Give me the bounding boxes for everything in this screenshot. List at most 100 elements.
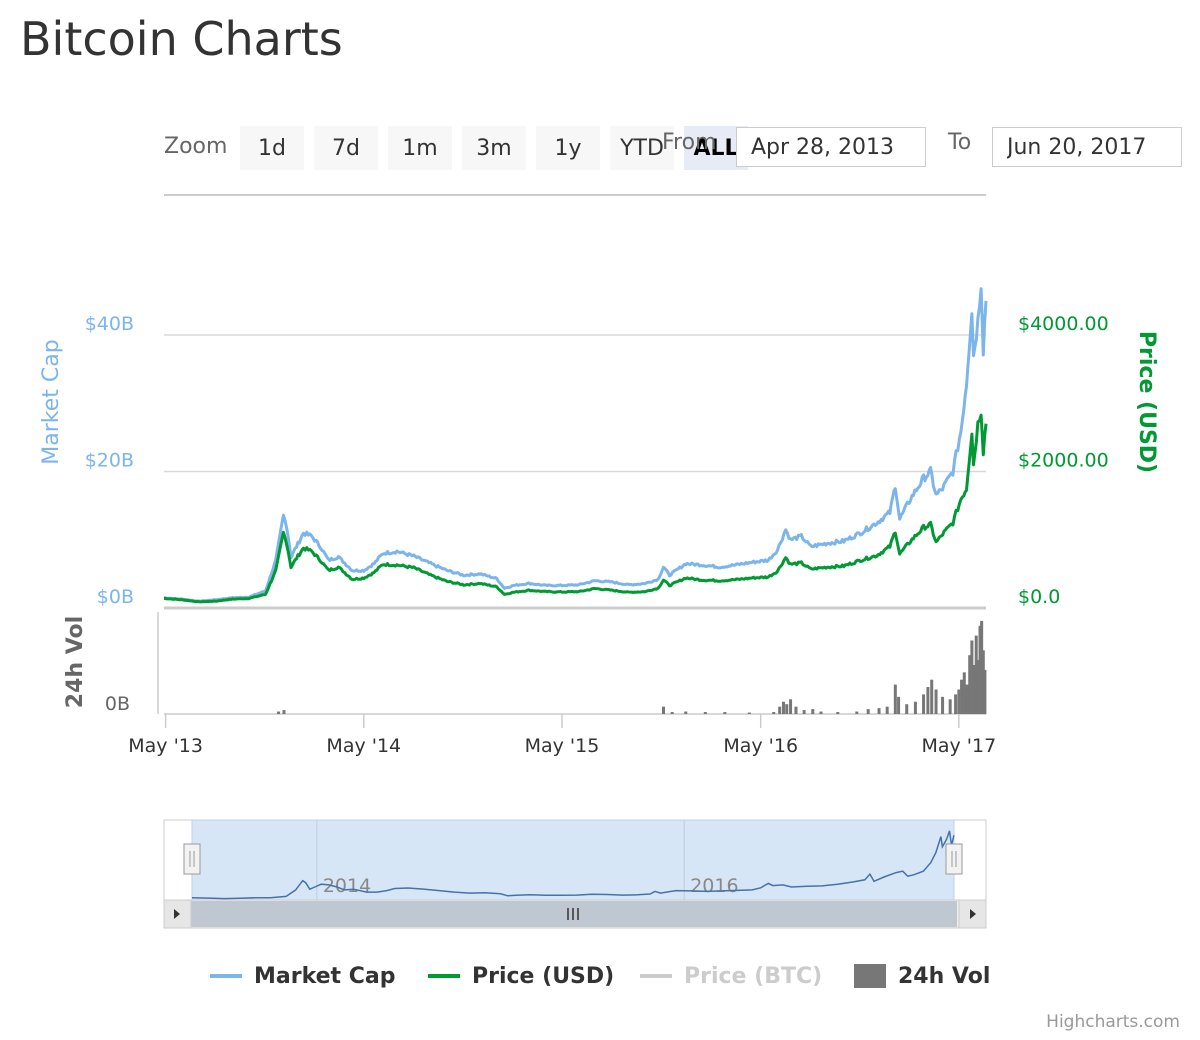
y-right-axis-title: Price (USD) — [1134, 331, 1159, 473]
volume-bar — [893, 684, 897, 714]
volume-bar — [877, 708, 881, 714]
volume-bar — [954, 694, 958, 714]
volume-bar — [723, 712, 727, 714]
volume-bar — [684, 711, 688, 714]
zoom-3m-button[interactable]: 3m — [462, 126, 526, 170]
volume-bar — [980, 620, 984, 714]
legend-item-price-btc[interactable]: Price (BTC) — [640, 960, 822, 992]
volume-bar — [794, 706, 798, 714]
page-title: Bitcoin Charts — [20, 12, 343, 66]
volume-bar — [970, 640, 974, 714]
legend-item-price-usd[interactable]: Price (USD) — [428, 960, 614, 992]
x-tick-label: May '17 — [921, 735, 996, 757]
legend-label: Price (BTC) — [684, 963, 823, 989]
y-right-tick-label: $4000.00 — [1018, 313, 1109, 335]
volume-bar — [785, 704, 789, 714]
navigator-selection — [191, 819, 955, 901]
volume-bar — [703, 712, 707, 714]
zoom-1m-button[interactable]: 1m — [388, 126, 452, 170]
volume-bar — [968, 655, 972, 714]
y-left-tick-label: $0B — [97, 586, 134, 608]
price-usd-line — [164, 413, 988, 604]
volume-bar — [983, 669, 987, 714]
legend-bar-symbol — [854, 964, 886, 988]
volume-bar — [934, 689, 938, 714]
x-tick-label: May '13 — [128, 735, 203, 757]
from-date-input[interactable] — [736, 127, 926, 167]
volume-bar — [976, 660, 980, 714]
from-label: From — [662, 130, 717, 155]
scrollbar-left-button[interactable] — [163, 899, 192, 929]
to-date-input[interactable] — [992, 127, 1182, 167]
volume-bar — [772, 712, 776, 714]
volume-bar — [962, 672, 966, 714]
volume-bar — [781, 701, 785, 714]
volume-bar — [948, 699, 952, 714]
volume-bar — [789, 699, 793, 714]
volume-bar — [670, 712, 674, 714]
to-label: To — [948, 130, 972, 155]
y-volume-axis-title: 24h Vol — [63, 616, 88, 708]
volume-bar — [747, 712, 751, 714]
volume-bar — [778, 706, 782, 714]
navigator-left-handle[interactable] — [183, 843, 201, 875]
legend-label: Price (USD) — [472, 963, 615, 989]
scrollbar-thumb[interactable] — [191, 901, 957, 927]
y-left-tick-label: $20B — [85, 450, 134, 472]
y-left-tick-label: $40B — [85, 313, 134, 335]
volume-bar — [885, 706, 889, 714]
x-tick-label: May '14 — [326, 735, 401, 757]
y-right-tick-label: $2000.00 — [1018, 450, 1109, 472]
legend-item-24h-vol[interactable]: 24h Vol — [854, 960, 990, 992]
volume-bar — [819, 711, 823, 714]
y-right-tick-label: $0.0 — [1018, 586, 1060, 608]
zoom-7d-button[interactable]: 7d — [314, 126, 378, 170]
volume-bar — [277, 711, 281, 714]
scrollbar-right-button[interactable] — [958, 899, 987, 929]
volume-bar — [941, 696, 945, 714]
volume-bar — [282, 710, 286, 714]
legend-line-symbol — [210, 974, 242, 978]
volume-bar — [802, 710, 806, 714]
credits-link[interactable]: Highcharts.com — [1046, 1012, 1180, 1032]
volume-bar — [836, 712, 840, 714]
x-tick-label: May '15 — [525, 735, 600, 757]
volume-bar — [922, 694, 926, 714]
arrow-left-icon — [174, 909, 180, 919]
y-left-axis-title: Market Cap — [39, 339, 64, 464]
volume-bar — [855, 711, 859, 714]
legend-label: 24h Vol — [898, 963, 991, 989]
zoom-1d-button[interactable]: 1d — [240, 126, 304, 170]
volume-bar — [957, 689, 961, 714]
volume-bar — [905, 704, 909, 714]
navigator-tick-label: 2014 — [323, 875, 371, 897]
arrow-right-icon — [970, 909, 976, 919]
legend-label: Market Cap — [254, 963, 396, 989]
volume-bar — [913, 701, 917, 714]
y-volume-tick-label: 0B — [105, 693, 130, 715]
volume-bar — [974, 635, 978, 714]
legend-line-symbol — [428, 974, 460, 978]
volume-bar — [960, 679, 964, 714]
volume-bar — [926, 687, 930, 714]
volume-bar — [965, 684, 969, 714]
volume-bar — [897, 696, 901, 714]
volume-bar — [930, 679, 934, 714]
volume-bar — [661, 706, 665, 714]
zoom-label: Zoom — [164, 134, 228, 159]
handle-body — [183, 843, 201, 875]
volume-bar — [978, 625, 982, 714]
legend-item-market-cap[interactable]: Market Cap — [210, 960, 395, 992]
handle-body — [945, 843, 963, 875]
market-cap-line — [164, 287, 988, 603]
volume-bar — [811, 709, 815, 714]
zoom-ytd-button[interactable]: YTD — [610, 126, 674, 170]
volume-bar — [866, 709, 870, 714]
zoom-1y-button[interactable]: 1y — [536, 126, 600, 170]
x-tick-label: May '16 — [723, 735, 798, 757]
legend-line-symbol — [640, 974, 672, 978]
navigator-right-handle[interactable] — [945, 843, 963, 875]
navigator-tick-label: 2016 — [690, 875, 738, 897]
navigator-series-line — [191, 830, 955, 900]
